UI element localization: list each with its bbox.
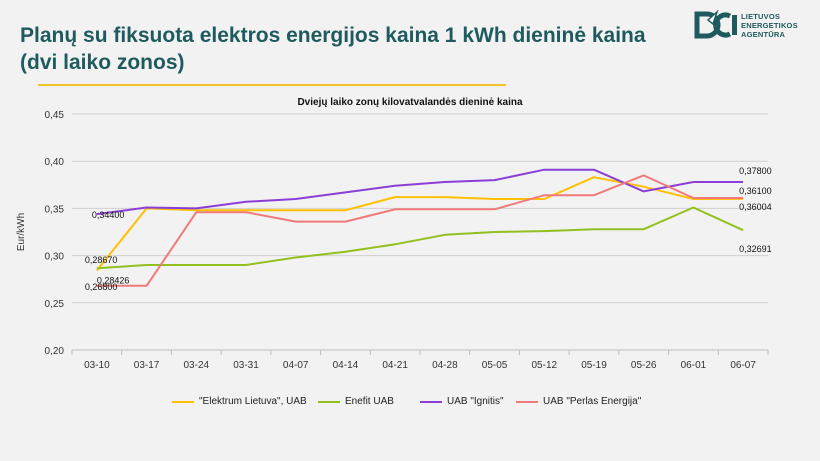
series-line-2 — [96, 168, 744, 216]
legend-swatch — [172, 400, 194, 403]
legend-label: "Elektrum Lietuva", UAB — [199, 396, 307, 407]
chart-legend: "Elektrum Lietuva", UAB Enefit UAB UAB "Ig… — [0, 396, 820, 412]
logo-line-1: LIETUVOS — [741, 12, 781, 21]
lea-logo-icon — [694, 9, 737, 39]
lea-logo: LIETUVOS ENERGETIKOS AGENTŪRA — [694, 9, 814, 44]
x-tick-label: 05-26 — [631, 360, 657, 371]
legend-swatch — [516, 400, 538, 403]
x-tick-label: 04-07 — [283, 360, 309, 371]
data-label-last-3: 0,36100 — [739, 186, 772, 196]
x-tick-label: 04-14 — [333, 360, 359, 371]
lea-logo-text: LIETUVOS ENERGETIKOS AGENTŪRA — [741, 12, 798, 39]
x-tick-label: 03-24 — [183, 360, 209, 371]
logo-line-2: ENERGETIKOS — [741, 21, 798, 30]
x-tick-label: 04-21 — [382, 360, 408, 371]
legend-label: Enefit UAB — [345, 396, 394, 407]
y-tick-label: 0,35 — [45, 204, 65, 215]
x-tick-label: 05-12 — [531, 360, 557, 371]
data-label-last-0: 0,36004 — [739, 202, 772, 212]
data-label-first-1: 0,28670 — [85, 255, 118, 265]
data-label-first-2: 0,34400 — [92, 210, 125, 220]
series-line-0 — [96, 176, 744, 272]
legend-item-0: "Elektrum Lietuva", UAB — [172, 396, 307, 407]
y-tick-label: 0,45 — [45, 110, 65, 121]
data-label-last-1: 0,32691 — [739, 244, 772, 254]
y-axis-label: Eur/kWh — [16, 213, 27, 251]
y-tick-label: 0,30 — [45, 252, 65, 263]
legend-item-2: UAB "Ignitis" — [420, 396, 504, 407]
x-tick-label: 04-28 — [432, 360, 458, 371]
x-tick-label: 05-05 — [482, 360, 508, 371]
chart-title: Dviejų laiko zonų kilovatvalandės dienin… — [297, 97, 523, 108]
y-tick-label: 0,40 — [45, 157, 65, 168]
x-tick-label: 06-07 — [730, 360, 756, 371]
data-label-last-2: 0,37800 — [739, 166, 772, 176]
x-tick-label: 03-10 — [84, 360, 110, 371]
data-label-first-3: 0,26800 — [85, 282, 118, 292]
x-tick-label: 03-31 — [233, 360, 259, 371]
legend-item-1: Enefit UAB — [318, 396, 394, 407]
y-tick-label: 0,25 — [45, 299, 65, 310]
legend-item-3: UAB "Perlas Energija" — [516, 396, 641, 407]
x-tick-label: 03-17 — [134, 360, 160, 371]
title-divider — [38, 84, 506, 86]
series-line-1 — [96, 206, 744, 270]
legend-label: UAB "Perlas Energija" — [543, 396, 642, 407]
logo-line-3: AGENTŪRA — [741, 30, 786, 39]
x-tick-label: 05-19 — [581, 360, 607, 371]
legend-swatch — [318, 400, 340, 403]
x-tick-label: 06-01 — [681, 360, 707, 371]
page-title: Planų su fiksuota elektros energijos kai… — [20, 22, 670, 76]
legend-swatch — [420, 400, 442, 403]
legend-label: UAB "Ignitis" — [447, 396, 504, 407]
series-line-3 — [96, 174, 744, 287]
title-line-1: Planų su fiksuota elektros energijos kai… — [20, 24, 646, 47]
y-tick-label: 0,20 — [45, 346, 65, 357]
title-line-2: (dvi laiko zonos) — [20, 51, 185, 74]
data-label-first-0: 0,28426 — [97, 275, 130, 285]
